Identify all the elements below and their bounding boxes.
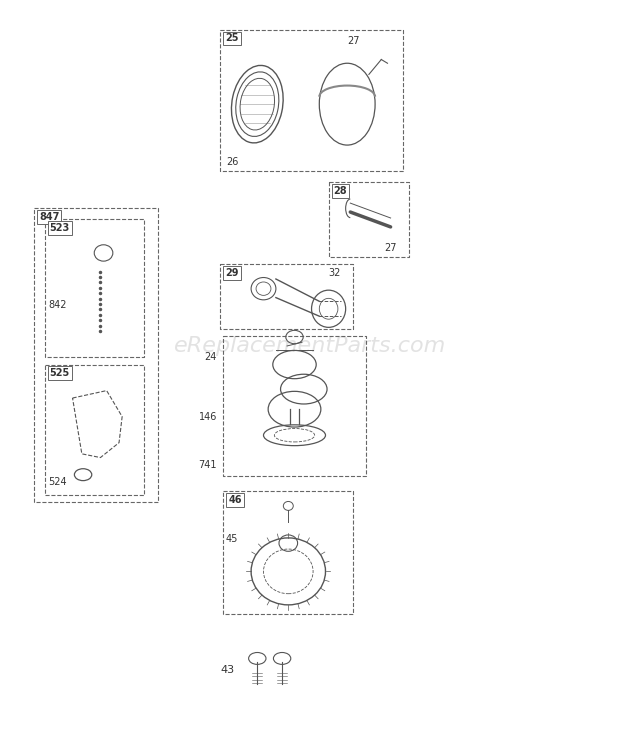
- Text: eReplacementParts.com: eReplacementParts.com: [174, 336, 446, 356]
- Text: 524: 524: [48, 478, 67, 487]
- Text: 525: 525: [50, 368, 70, 378]
- Text: 842: 842: [48, 300, 67, 310]
- Text: 25: 25: [225, 33, 239, 43]
- Text: 46: 46: [228, 495, 242, 504]
- Text: 146: 146: [198, 411, 217, 422]
- Text: 29: 29: [225, 268, 239, 278]
- Text: 741: 741: [198, 460, 217, 470]
- Text: 45: 45: [226, 534, 238, 545]
- Text: 847: 847: [39, 212, 60, 222]
- Text: 32: 32: [329, 268, 341, 278]
- Text: 28: 28: [334, 186, 347, 196]
- Text: 27: 27: [347, 36, 360, 45]
- Text: 27: 27: [384, 243, 397, 253]
- Text: 523: 523: [50, 223, 70, 233]
- Text: 26: 26: [226, 158, 239, 167]
- Text: 24: 24: [205, 352, 217, 362]
- Text: 43: 43: [220, 664, 234, 675]
